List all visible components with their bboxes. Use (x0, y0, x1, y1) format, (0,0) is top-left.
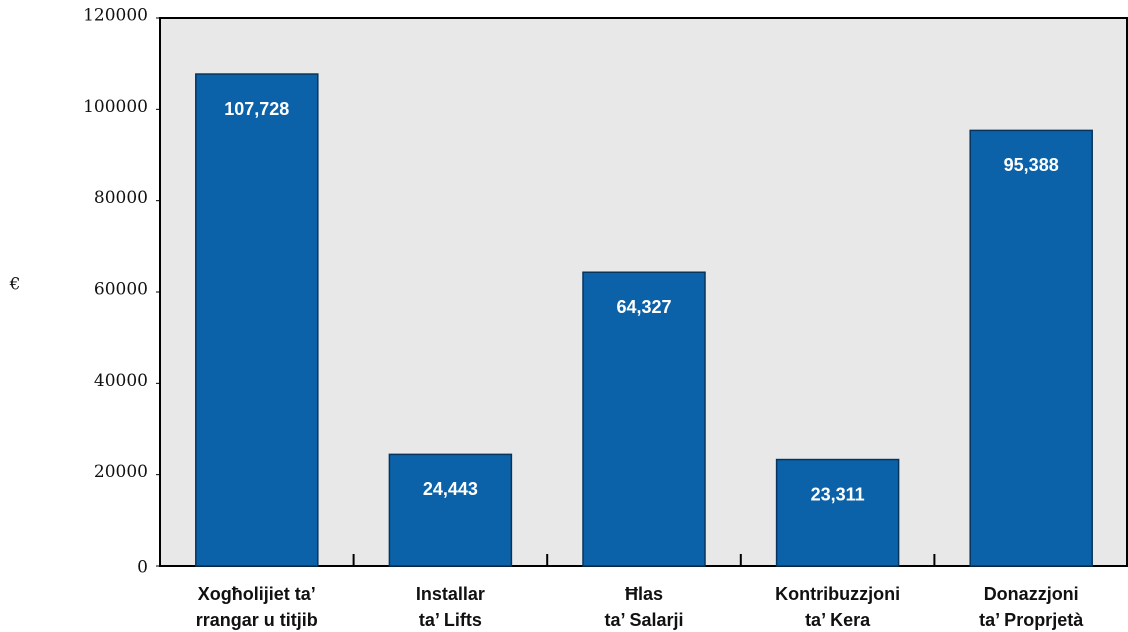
y-tick-label: 120000 (83, 6, 148, 26)
bar (775, 458, 900, 567)
value-label: 24,443 (423, 479, 478, 499)
x-tick-label: ta’ Salarji (604, 610, 683, 630)
y-axis-label: € (9, 275, 21, 295)
x-tick-label: Kontribuzzjoni (775, 584, 900, 604)
y-tick-label: 0 (137, 558, 148, 578)
x-tick-label: ta’ Lifts (419, 610, 482, 630)
value-label: 64,327 (616, 297, 671, 317)
y-tick-label: 40000 (94, 371, 148, 391)
value-label: 95,388 (1004, 155, 1059, 175)
x-tick-label: rrangar u titjib (196, 610, 318, 630)
x-tick-label: Donazzjoni (984, 584, 1079, 604)
x-tick-label: ta’ Proprjetà (979, 610, 1084, 630)
bar (388, 453, 513, 567)
x-tick-label: ta’ Kera (805, 610, 871, 630)
y-tick-label: 20000 (94, 462, 148, 482)
y-tick-label: 60000 (94, 280, 148, 300)
x-tick-label: Ħlas (625, 584, 663, 604)
value-label: 23,311 (811, 484, 865, 504)
y-tick-label: 80000 (94, 188, 148, 208)
bar (582, 271, 706, 567)
value-label: 107,728 (224, 99, 289, 119)
bar (195, 73, 319, 567)
y-tick-label: 100000 (83, 97, 148, 117)
x-tick-label: Installar (416, 584, 485, 604)
x-tick-label: Xogħolijiet ta’ (198, 584, 316, 604)
bar (969, 129, 1093, 567)
